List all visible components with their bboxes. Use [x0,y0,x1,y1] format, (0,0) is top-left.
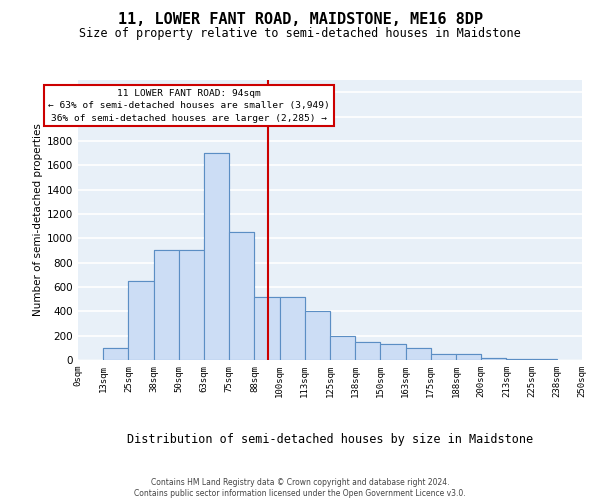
Bar [128,281,154,360]
Bar [506,359,532,360]
Bar [380,344,406,360]
Bar [229,232,254,360]
Bar [154,250,179,360]
Bar [154,250,179,360]
Bar [204,153,229,360]
Bar [456,354,481,360]
Bar [103,348,128,360]
Text: 11 LOWER FANT ROAD: 94sqm
← 63% of semi-detached houses are smaller (3,949)
36% : 11 LOWER FANT ROAD: 94sqm ← 63% of semi-… [48,88,330,122]
Bar [431,354,456,360]
Bar [280,296,305,360]
Bar [506,359,532,360]
Bar [305,312,330,360]
Bar [355,342,380,360]
Bar [280,296,305,360]
Bar [330,336,355,360]
Text: Distribution of semi-detached houses by size in Maidstone: Distribution of semi-detached houses by … [127,432,533,446]
Bar [380,344,406,360]
Bar [406,348,431,360]
Text: Size of property relative to semi-detached houses in Maidstone: Size of property relative to semi-detach… [79,28,521,40]
Bar [481,358,506,360]
Bar [330,336,355,360]
Bar [204,153,229,360]
Bar [179,250,204,360]
Bar [103,348,128,360]
Bar [305,312,330,360]
Bar [431,354,456,360]
Bar [254,296,280,360]
Bar [179,250,204,360]
Bar [128,281,154,360]
Bar [355,342,380,360]
Bar [254,296,280,360]
Bar [229,232,254,360]
Bar [406,348,431,360]
Bar [481,358,506,360]
Text: 11, LOWER FANT ROAD, MAIDSTONE, ME16 8DP: 11, LOWER FANT ROAD, MAIDSTONE, ME16 8DP [118,12,482,28]
Text: Contains HM Land Registry data © Crown copyright and database right 2024.
Contai: Contains HM Land Registry data © Crown c… [134,478,466,498]
Bar [456,354,481,360]
Y-axis label: Number of semi-detached properties: Number of semi-detached properties [33,124,43,316]
